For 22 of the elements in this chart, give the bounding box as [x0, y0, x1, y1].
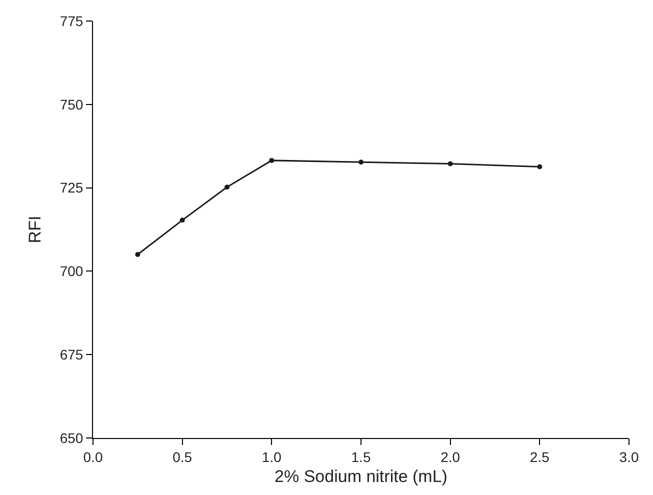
x-tick-label: 1.0: [262, 448, 282, 465]
point: [448, 161, 453, 166]
point: [135, 252, 140, 258]
x-tick-label: 2.0: [440, 448, 460, 465]
point: [180, 218, 185, 223]
y-tick-label: 775: [60, 12, 84, 29]
x-tick-label: 0.0: [83, 448, 103, 465]
point: [269, 158, 274, 163]
y-tick-label: 725: [60, 180, 84, 196]
point: [537, 164, 542, 170]
y-tick-label: 750: [60, 96, 84, 112]
x-tick-label: 1.5: [351, 448, 371, 465]
y-tick-label: 675: [60, 346, 84, 362]
x-tick-label: 2.5: [530, 448, 550, 465]
x-tick-label: 3.0: [619, 448, 639, 465]
point: [358, 160, 364, 165]
x-axis-title: 2% Sodium nitrite (mL): [274, 467, 448, 486]
y-axis-title: RFI: [25, 216, 44, 244]
x-tick-label: 0.5: [172, 448, 192, 465]
y-tick-label: 700: [60, 263, 84, 280]
y-tick-label: 650: [60, 430, 84, 446]
point: [224, 184, 230, 190]
